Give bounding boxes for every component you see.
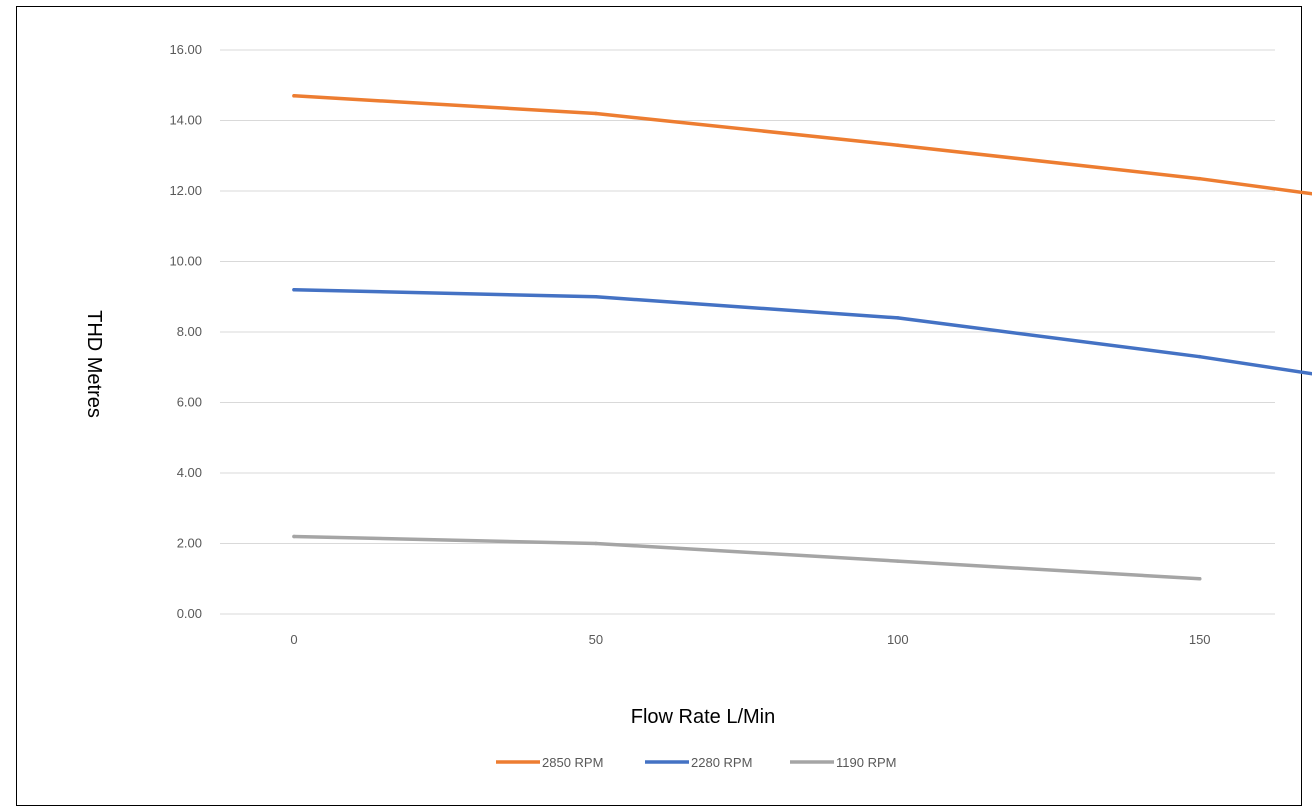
- x-tick-label: 0: [290, 632, 297, 647]
- legend-item: 1190 RPM: [790, 755, 896, 770]
- data-point: [594, 541, 598, 546]
- x-tick-label: 150: [1189, 632, 1211, 647]
- data-point: [594, 295, 598, 299]
- data-point: [1197, 176, 1202, 181]
- y-tick-label: 4.00: [177, 465, 202, 480]
- y-tick-label: 2.00: [177, 536, 202, 551]
- legend-item: 2850 RPM: [496, 755, 603, 770]
- x-tick-labels: 050100150200250300: [290, 632, 1211, 647]
- data-point: [292, 287, 296, 292]
- legend-item: 2280 RPM: [645, 755, 752, 770]
- series-0: [292, 94, 1312, 196]
- data-point: [896, 143, 900, 147]
- y-tick-label: 0.00: [177, 606, 202, 621]
- y-axis-title: THD Metres: [83, 310, 105, 418]
- series-1: [292, 287, 1312, 376]
- y-tick-label: 8.00: [177, 324, 202, 339]
- data-point: [896, 559, 900, 563]
- series-line: [292, 534, 1202, 581]
- data-point: [292, 534, 296, 539]
- legend-label: 2280 RPM: [691, 755, 752, 770]
- x-tick-label: 100: [887, 632, 909, 647]
- y-tick-labels: 0.00 2.00 4.00 6.00 8.00 10.00 12.00 14.00 16.00: [169, 42, 202, 621]
- y-tick-label: 16.00: [169, 42, 202, 57]
- chart-frame: [16, 6, 1302, 806]
- data-point: [896, 316, 900, 320]
- series-line: [292, 287, 1312, 376]
- legend-label: 2850 RPM: [542, 755, 603, 770]
- legend-label: 1190 RPM: [836, 755, 896, 770]
- legend: 2850 RPM 2280 RPM 1190 RPM: [496, 755, 896, 770]
- gridlines: [220, 49, 1275, 615]
- x-axis-title: Flow Rate L/Min: [631, 706, 776, 728]
- series-lines: [292, 94, 1312, 581]
- data-point: [1197, 577, 1202, 581]
- y-tick-label: 6.00: [177, 395, 202, 410]
- data-point: [292, 94, 296, 98]
- x-tick-label: 50: [589, 632, 603, 647]
- series-2: [292, 534, 1202, 581]
- y-tick-label: 12.00: [169, 183, 202, 198]
- y-tick-label: 14.00: [169, 113, 202, 128]
- y-tick-label: 10.00: [169, 254, 202, 269]
- series-line: [292, 94, 1312, 196]
- data-point: [1197, 354, 1202, 359]
- data-point: [594, 111, 598, 116]
